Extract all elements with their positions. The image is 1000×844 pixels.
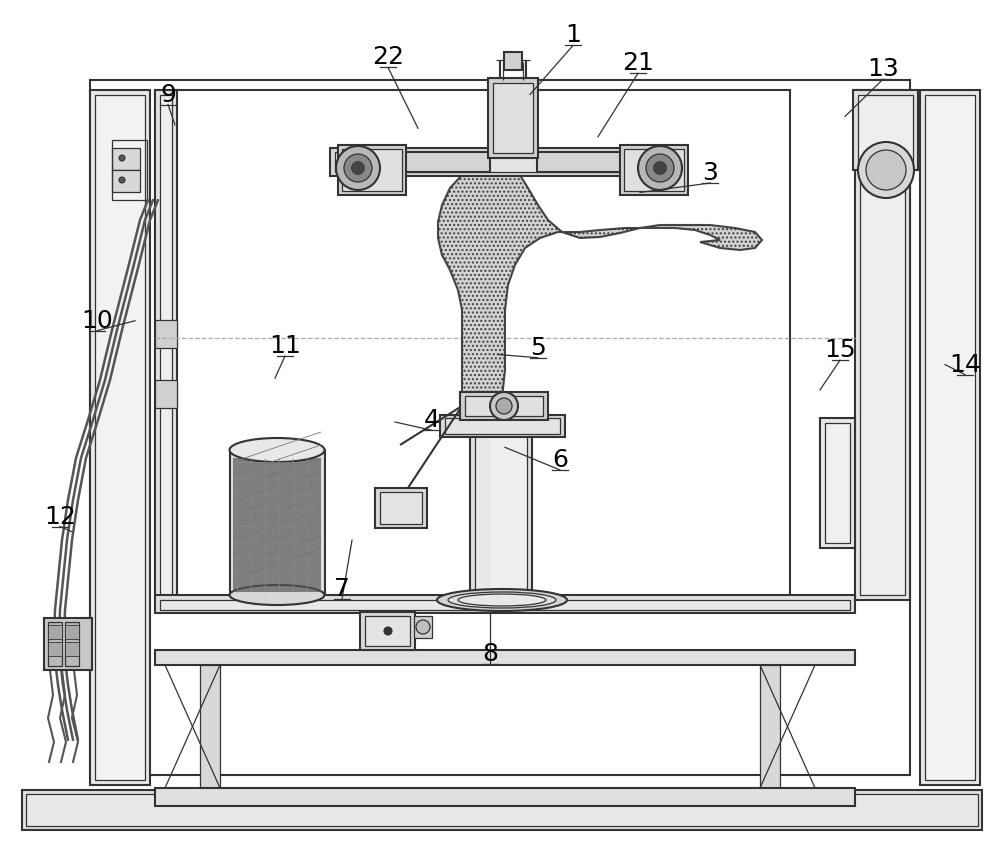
Bar — [338, 145, 406, 195]
Ellipse shape — [448, 592, 556, 608]
Bar — [155, 90, 790, 600]
Bar — [342, 149, 402, 191]
Bar — [65, 642, 79, 656]
Bar — [233, 458, 321, 592]
Ellipse shape — [230, 585, 324, 605]
Bar — [860, 95, 905, 595]
Circle shape — [119, 155, 125, 161]
Bar — [414, 616, 432, 638]
Text: 6: 6 — [552, 448, 568, 472]
Bar — [48, 622, 62, 666]
Bar — [537, 152, 622, 172]
Circle shape — [119, 177, 125, 183]
Bar — [760, 665, 780, 790]
Bar — [925, 95, 975, 780]
Text: 13: 13 — [867, 57, 899, 81]
Bar — [820, 418, 855, 548]
Bar — [22, 790, 982, 830]
Ellipse shape — [437, 589, 567, 611]
Bar — [493, 83, 533, 153]
Bar — [460, 392, 548, 420]
Text: 21: 21 — [622, 51, 654, 75]
Text: 10: 10 — [81, 309, 113, 333]
Bar — [90, 90, 150, 785]
Text: 8: 8 — [482, 642, 498, 666]
Bar — [624, 149, 684, 191]
Bar — [230, 450, 325, 595]
Bar — [330, 148, 675, 176]
Bar — [445, 418, 560, 434]
Bar — [405, 152, 490, 172]
Bar — [112, 140, 147, 200]
Text: 4: 4 — [424, 408, 440, 432]
Bar — [825, 423, 850, 543]
Circle shape — [646, 154, 674, 182]
Bar — [155, 320, 177, 348]
Bar — [65, 622, 79, 666]
Bar — [360, 612, 415, 650]
Bar — [380, 492, 422, 524]
Circle shape — [496, 398, 512, 414]
Ellipse shape — [458, 594, 546, 606]
Bar — [504, 52, 522, 70]
Bar — [160, 600, 850, 610]
Circle shape — [638, 146, 682, 190]
Circle shape — [336, 146, 380, 190]
Bar — [160, 95, 172, 595]
Bar — [858, 95, 913, 165]
Bar — [155, 380, 177, 408]
Circle shape — [490, 392, 518, 420]
Bar — [620, 145, 688, 195]
Text: 1: 1 — [565, 24, 581, 47]
Text: 15: 15 — [824, 338, 856, 362]
Bar — [90, 80, 910, 775]
Polygon shape — [438, 162, 762, 420]
Bar — [335, 152, 670, 172]
Text: 5: 5 — [530, 336, 546, 360]
Bar — [155, 595, 855, 613]
Bar — [200, 665, 220, 790]
Circle shape — [344, 154, 372, 182]
Circle shape — [384, 627, 392, 635]
Bar — [853, 90, 918, 170]
Bar — [112, 170, 140, 192]
Bar — [478, 435, 490, 590]
Bar — [365, 616, 410, 646]
Circle shape — [858, 142, 914, 198]
Text: 14: 14 — [949, 353, 981, 376]
Bar — [465, 396, 543, 416]
Text: 11: 11 — [269, 334, 301, 358]
Text: 3: 3 — [702, 161, 718, 185]
Bar — [48, 625, 62, 639]
Circle shape — [416, 620, 430, 634]
Bar — [155, 90, 177, 600]
Bar — [95, 95, 145, 780]
Bar — [475, 435, 527, 590]
Circle shape — [653, 161, 667, 175]
Bar — [470, 430, 532, 595]
Bar — [155, 650, 855, 665]
Bar — [65, 625, 79, 639]
Text: 7: 7 — [334, 577, 350, 601]
Bar — [112, 148, 140, 170]
Bar — [375, 488, 427, 528]
Bar — [48, 642, 62, 656]
Bar — [44, 618, 92, 670]
Bar — [26, 794, 978, 826]
Text: 22: 22 — [372, 46, 404, 69]
Ellipse shape — [230, 438, 324, 462]
Text: 12: 12 — [44, 505, 76, 528]
Circle shape — [866, 150, 906, 190]
Bar — [488, 78, 538, 158]
Circle shape — [351, 161, 365, 175]
Bar — [920, 90, 980, 785]
Bar — [155, 788, 855, 806]
Bar — [440, 415, 565, 437]
Bar — [855, 90, 910, 600]
Text: 9: 9 — [160, 83, 176, 106]
